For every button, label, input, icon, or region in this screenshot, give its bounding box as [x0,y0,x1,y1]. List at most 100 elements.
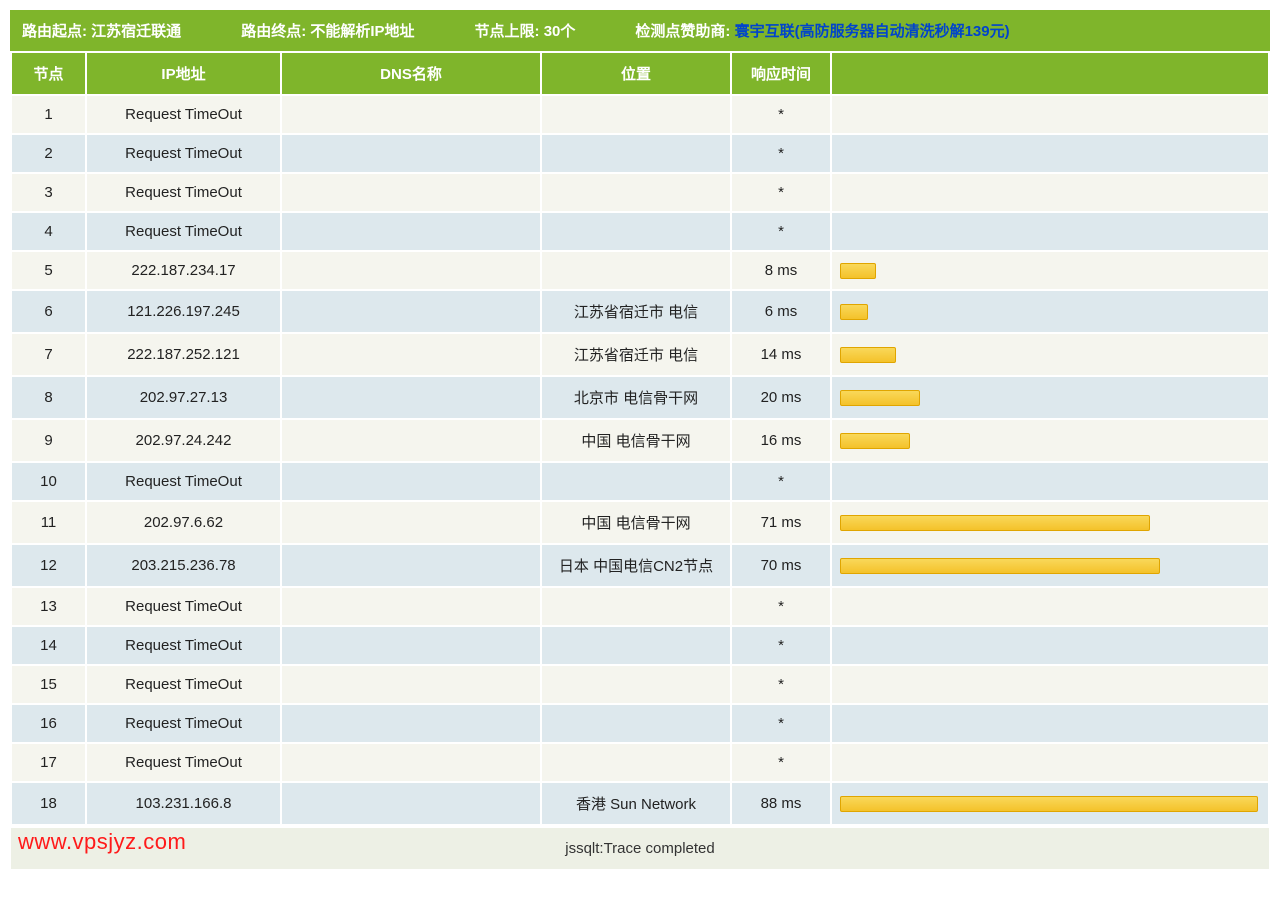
table-row: 6121.226.197.245江苏省宿迁市 电信6 ms [11,290,1269,333]
sponsor-detail-link[interactable]: 高防服务器自动清洗秒解139元 [800,23,1005,40]
cell-location: 江苏省宿迁市 电信 [541,290,731,333]
traceroute-table: 节点 IP地址 DNS名称 位置 响应时间 1Request TimeOut*2… [10,51,1270,869]
cell-node: 5 [11,251,86,290]
cell-dns [281,743,541,782]
route-start-label: 路由起点: [22,23,87,40]
cell-dns [281,587,541,626]
cell-latency-bar [831,544,1269,587]
cell-latency-bar [831,419,1269,462]
cell-node: 16 [11,704,86,743]
route-info-bar: 路由起点: 江苏宿迁联通 路由终点: 不能解析IP地址 节点上限: 30个 检测… [10,10,1270,51]
sponsor: 检测点赞助商: 寰宇互联(高防服务器自动清洗秒解139元) [635,20,1009,41]
cell-ip: 203.215.236.78 [86,544,281,587]
col-header-ip: IP地址 [86,52,281,95]
cell-latency-bar [831,333,1269,376]
cell-ip: 202.97.6.62 [86,501,281,544]
cell-ip: Request TimeOut [86,462,281,501]
cell-dns [281,462,541,501]
table-row: 7222.187.252.121江苏省宿迁市 电信14 ms [11,333,1269,376]
route-start-value: 江苏宿迁联通 [91,23,181,40]
cell-location: 江苏省宿迁市 电信 [541,333,731,376]
cell-ip: Request TimeOut [86,95,281,134]
latency-bar [840,433,910,449]
cell-node: 2 [11,134,86,173]
latency-bar [840,796,1258,812]
col-header-dns: DNS名称 [281,52,541,95]
cell-ip: Request TimeOut [86,626,281,665]
table-row: 16Request TimeOut * [11,704,1269,743]
cell-dns [281,376,541,419]
cell-node: 1 [11,95,86,134]
latency-bar [840,558,1160,574]
col-header-location: 位置 [541,52,731,95]
cell-dns [281,251,541,290]
cell-node: 11 [11,501,86,544]
col-header-node: 节点 [11,52,86,95]
cell-node: 7 [11,333,86,376]
cell-location: 中国 电信骨干网 [541,501,731,544]
cell-latency-bar [831,665,1269,704]
table-row: 4Request TimeOut* [11,212,1269,251]
cell-ip: 103.231.166.8 [86,782,281,826]
cell-latency-bar [831,462,1269,501]
cell-latency-bar [831,95,1269,134]
cell-dns [281,419,541,462]
cell-location: 中国 电信骨干网 [541,419,731,462]
cell-ip: Request TimeOut [86,665,281,704]
cell-latency-bar [831,134,1269,173]
table-row: 15Request TimeOut* [11,665,1269,704]
table-row: 5222.187.234.178 ms [11,251,1269,290]
cell-location [541,212,731,251]
cell-ip: Request TimeOut [86,743,281,782]
cell-location: 香港 Sun Network [541,782,731,826]
cell-latency-bar [831,743,1269,782]
table-row: 14Request TimeOut* [11,626,1269,665]
cell-dns [281,501,541,544]
table-row: 12203.215.236.78日本 中国电信CN2节点70 ms [11,544,1269,587]
cell-response: 16 ms [731,419,831,462]
cell-response: * [731,704,831,743]
cell-location [541,587,731,626]
cell-response: 88 ms [731,782,831,826]
cell-node: 4 [11,212,86,251]
cell-dns [281,95,541,134]
table-row: 9202.97.24.242中国 电信骨干网16 ms [11,419,1269,462]
cell-node: 15 [11,665,86,704]
cell-location [541,134,731,173]
cell-latency-bar [831,173,1269,212]
cell-ip: 121.226.197.245 [86,290,281,333]
table-row: 3Request TimeOut* [11,173,1269,212]
latency-bar [840,515,1150,531]
sponsor-detail-close: ) [1005,23,1010,40]
cell-location [541,251,731,290]
cell-ip: Request TimeOut [86,704,281,743]
sponsor-name-link[interactable]: 寰宇互联 [735,23,795,40]
cell-latency-bar [831,376,1269,419]
table-row: 10Request TimeOut* [11,462,1269,501]
cell-latency-bar [831,626,1269,665]
cell-node: 3 [11,173,86,212]
cell-location [541,626,731,665]
cell-dns [281,173,541,212]
cell-location: 北京市 电信骨干网 [541,376,731,419]
node-limit-label: 节点上限: [475,23,540,40]
table-row: 2Request TimeOut* [11,134,1269,173]
cell-node: 18 [11,782,86,826]
cell-location [541,462,731,501]
latency-bar [840,263,876,279]
cell-dns [281,290,541,333]
latency-bar [840,390,920,406]
route-end-value: 不能解析IP地址 [310,23,414,40]
sponsor-label: 检测点赞助商: [635,23,730,40]
traceroute-panel: 路由起点: 江苏宿迁联通 路由终点: 不能解析IP地址 节点上限: 30个 检测… [10,10,1270,869]
cell-node: 13 [11,587,86,626]
table-row: 18103.231.166.8 香港 Sun Network88 ms [11,782,1269,826]
cell-ip: 222.187.252.121 [86,333,281,376]
cell-response: * [731,173,831,212]
cell-dns [281,665,541,704]
cell-location: 日本 中国电信CN2节点 [541,544,731,587]
table-row: 1Request TimeOut* [11,95,1269,134]
cell-dns [281,544,541,587]
latency-bar [840,304,868,320]
table-header-row: 节点 IP地址 DNS名称 位置 响应时间 [11,52,1269,95]
